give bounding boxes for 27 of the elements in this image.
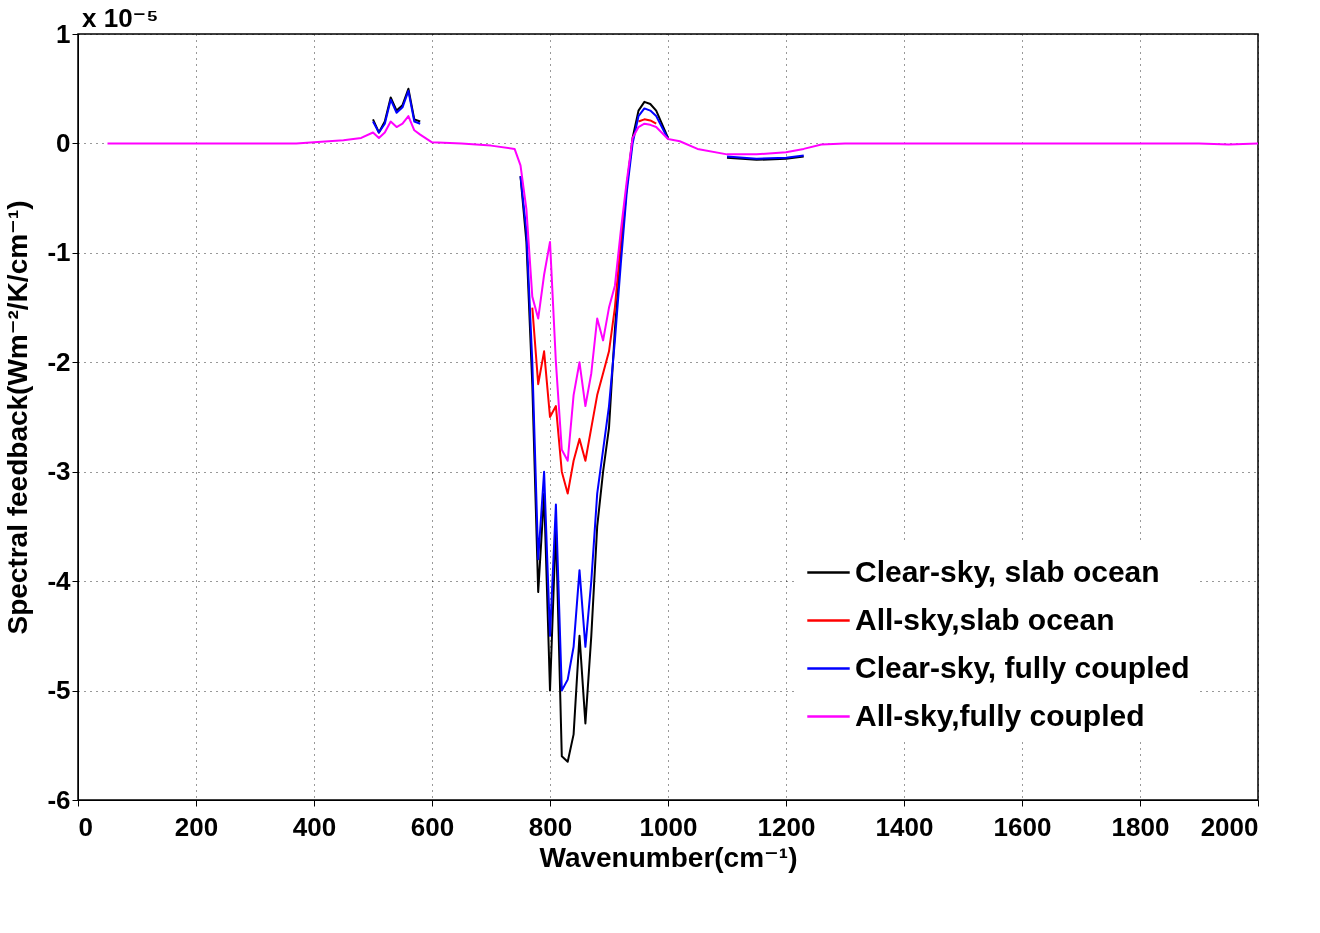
x-tick-label: 400 <box>292 811 337 842</box>
x-tick-label: 1600 <box>993 811 1052 842</box>
legend-label: All-sky,slab ocean <box>855 602 1115 636</box>
y-tick-label: 0 <box>56 127 71 158</box>
x-tick-label: 2000 <box>1200 811 1259 842</box>
y-tick-label: -6 <box>47 784 71 815</box>
x-tick-label: 1400 <box>875 811 934 842</box>
x-tick-label: 200 <box>174 811 219 842</box>
legend-label: All-sky,fully coupled <box>855 698 1145 732</box>
y-tick-label: -4 <box>47 565 72 596</box>
x-axis-title: Wavenumber(cm⁻¹) <box>539 841 798 873</box>
y-tick-label: -5 <box>47 675 71 706</box>
x-tick-label: 1200 <box>757 811 816 842</box>
y-tick-label: -2 <box>47 346 71 377</box>
y-tick-label: -1 <box>47 237 71 268</box>
x-tick-label: 600 <box>410 811 455 842</box>
y-tick-label: 1 <box>56 18 71 49</box>
line-series <box>106 115 1258 462</box>
x-tick-label: 800 <box>528 811 573 842</box>
x-tick-label: 1800 <box>1111 811 1170 842</box>
legend-label: Clear-sky, fully coupled <box>855 650 1190 684</box>
y-tick-label: -3 <box>47 456 71 487</box>
x-tick-label: 0 <box>78 811 93 842</box>
legend-label: Clear-sky, slab ocean <box>855 554 1160 588</box>
text: x 10⁻⁵ <box>82 3 159 33</box>
y-axis-title: Spectral feedback(Wm⁻²/K/cm⁻¹) <box>2 200 34 635</box>
x-tick-label: 1000 <box>639 811 698 842</box>
